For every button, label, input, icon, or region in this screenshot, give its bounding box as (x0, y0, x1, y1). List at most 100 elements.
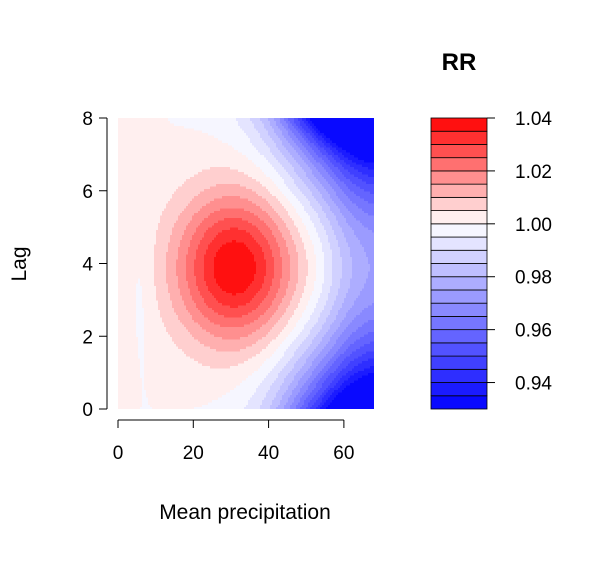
heatmap-cell (148, 370, 151, 374)
heatmap-cell (174, 379, 177, 383)
heatmap-cell (272, 358, 275, 362)
heatmap-cell (268, 355, 271, 359)
heatmap-cell (224, 353, 227, 357)
heatmap-cell (372, 384, 374, 388)
heatmap-cell (134, 399, 137, 403)
heatmap-cell (148, 355, 151, 359)
heatmap-cell (250, 387, 253, 391)
heatmap-cell (292, 372, 295, 376)
heatmap-cell (306, 387, 309, 391)
heatmap-cell (282, 367, 285, 371)
heatmap-cell (168, 375, 171, 379)
heatmap-cell (326, 375, 329, 379)
heatmap-cell (324, 392, 327, 396)
heatmap-cell (218, 367, 221, 371)
heatmap-cell (222, 365, 225, 369)
heatmap-cell (278, 394, 281, 398)
heatmap-cell (292, 406, 295, 409)
heatmap-cell (302, 379, 305, 383)
heatmap-cell (290, 399, 293, 403)
heatmap-cell (120, 394, 123, 398)
heatmap-cell (370, 406, 373, 409)
heatmap-cell (192, 353, 195, 357)
heatmap-cell (254, 375, 257, 379)
heatmap-cell (208, 365, 211, 369)
heatmap-cell (284, 362, 287, 366)
heatmap-cell (288, 401, 291, 405)
heatmap-cell (180, 355, 183, 359)
heatmap-cell (168, 384, 171, 388)
heatmap-cell (134, 394, 137, 398)
heatmap-cell (256, 365, 259, 369)
heatmap-cell (356, 367, 359, 371)
heatmap-cell (318, 358, 321, 362)
heatmap-cell (246, 377, 249, 381)
heatmap-cell (134, 358, 137, 362)
heatmap-cell (362, 387, 365, 391)
heatmap-cell (368, 360, 371, 364)
heatmap-cell (118, 367, 121, 371)
heatmap-cell (314, 372, 317, 376)
heatmap-cell (350, 401, 353, 405)
heatmap-cell (196, 382, 199, 386)
heatmap-cell (268, 372, 271, 376)
heatmap-cell (342, 392, 345, 396)
heatmap-cell (300, 406, 303, 409)
heatmap-cell (214, 360, 217, 364)
heatmap-cell (256, 377, 259, 381)
heatmap-cell (328, 355, 331, 359)
heatmap-cell (302, 399, 305, 403)
heatmap-cell (326, 396, 329, 400)
heatmap-cell (154, 358, 157, 362)
heatmap-cell (346, 389, 349, 393)
heatmap-cell (170, 355, 173, 359)
heatmap-cell (140, 350, 143, 354)
heatmap-cell (148, 360, 151, 364)
heatmap-cell (180, 362, 183, 366)
heatmap-cell (372, 399, 374, 403)
heatmap-cell (304, 382, 307, 386)
heatmap-cell (244, 362, 247, 366)
heatmap-cell (308, 358, 311, 362)
heatmap-cell (282, 355, 285, 359)
heatmap-cell (206, 384, 209, 388)
heatmap-cell (134, 370, 137, 374)
heatmap-cell (156, 358, 159, 362)
heatmap-cell (356, 396, 359, 400)
heatmap-cell (258, 370, 261, 374)
heatmap-cell (166, 384, 169, 388)
heatmap-cell (336, 375, 339, 379)
heatmap-cell (320, 389, 323, 393)
heatmap-cell (242, 401, 245, 405)
heatmap-cell (170, 353, 173, 357)
heatmap-cell (142, 384, 145, 388)
heatmap-cell (280, 375, 283, 379)
heatmap-cell (222, 360, 225, 364)
heatmap-cell (206, 358, 209, 362)
heatmap-cell (194, 377, 197, 381)
heatmap-cell (184, 372, 187, 376)
heatmap-cell (298, 375, 301, 379)
heatmap-cell (344, 370, 347, 374)
heatmap-cell (232, 365, 235, 369)
heatmap-cell (260, 404, 263, 408)
heatmap-cell (224, 365, 227, 369)
heatmap-cell (204, 377, 207, 381)
heatmap-cell (178, 379, 181, 383)
heatmap-cell (312, 372, 315, 376)
heatmap-cell (208, 375, 211, 379)
heatmap-cell (332, 372, 335, 376)
heatmap-cell (272, 377, 275, 381)
heatmap-cell (220, 365, 223, 369)
heatmap-cell (284, 406, 287, 409)
heatmap-cell (302, 406, 305, 409)
heatmap-cell (224, 358, 227, 362)
heatmap-cell (264, 362, 267, 366)
heatmap-cell (156, 396, 159, 400)
heatmap-cell (316, 362, 319, 366)
heatmap-cell (348, 394, 351, 398)
heatmap-cell (162, 382, 165, 386)
heatmap-cell (138, 379, 141, 383)
heatmap-cell (294, 362, 297, 366)
heatmap-cell (306, 365, 309, 369)
